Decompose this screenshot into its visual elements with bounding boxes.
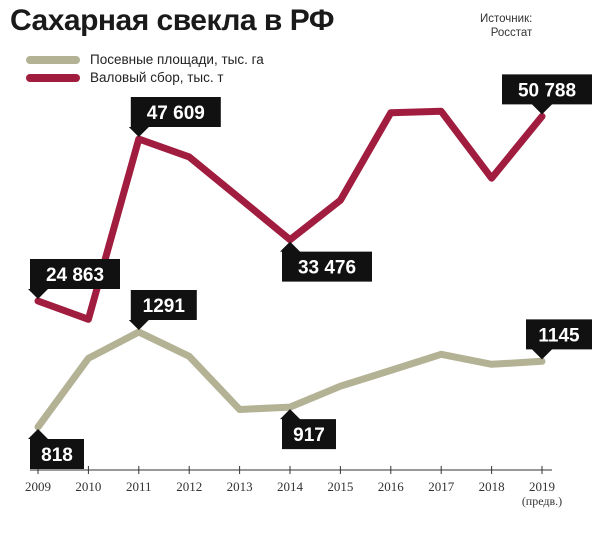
legend-swatch-harvest (26, 73, 80, 82)
callout-box (128, 97, 221, 137)
data-label-callout: 1291 (128, 290, 197, 330)
data-label: 50 788 (518, 80, 576, 101)
x-tick-label-2009: 2009 (25, 479, 51, 494)
legend-item-harvest: Валовый сбор, тыс. т (26, 70, 224, 85)
series-line-area (34, 328, 546, 431)
x-tick-label-2013: 2013 (227, 479, 253, 494)
x-tick-label-2010: 2010 (75, 479, 101, 494)
callout-box (502, 74, 592, 115)
data-label-callout: 50 788 (502, 74, 592, 115)
callout-box (28, 259, 120, 299)
source-note: Источник: Росстат (480, 12, 532, 40)
series-line-harvest (34, 107, 546, 323)
x-tick-label-2012: 2012 (176, 479, 202, 494)
callout-box (280, 409, 336, 450)
callout-box (526, 319, 592, 360)
data-label: 917 (293, 425, 325, 446)
data-label-callout: 917 (280, 409, 336, 450)
legend-label-area: Посевные площади, тыс. га (90, 52, 264, 67)
chart-title: Сахарная свекла в РФ (10, 4, 334, 37)
data-label: 47 609 (147, 103, 205, 124)
source-label: Источник: (480, 13, 533, 25)
callout-box (28, 429, 84, 469)
legend-item-area: Посевные площади, тыс. га (26, 52, 264, 67)
x-tick-label-2016: 2016 (378, 479, 405, 494)
x-tick-label-2014: 2014 (277, 479, 304, 494)
legend-label-harvest: Валовый сбор, тыс. т (90, 70, 224, 85)
x-tick-label-2018: 2018 (479, 479, 505, 494)
x-tick-note: (предв.) (522, 494, 562, 508)
callout-box (280, 241, 372, 282)
x-tick-label-2015: 2015 (327, 479, 353, 494)
data-label: 818 (41, 445, 73, 466)
data-label-callout: 47 609 (128, 97, 221, 137)
data-label-callout: 33 476 (280, 241, 372, 282)
data-label: 1145 (538, 325, 580, 346)
data-label-callout: 1145 (526, 319, 592, 360)
data-label: 24 863 (46, 265, 104, 286)
callout-box (128, 290, 197, 330)
x-tick-label-2017: 2017 (428, 479, 455, 494)
data-label-callout: 818 (28, 429, 84, 469)
source-name: Росстат (490, 27, 533, 39)
legend-swatch-area (26, 55, 80, 64)
data-label: 1291 (143, 296, 186, 317)
data-label: 33 476 (298, 258, 356, 279)
data-label-callout: 24 863 (28, 259, 120, 299)
x-tick-label-2019: 2019 (529, 479, 555, 494)
x-tick-label-2011: 2011 (126, 479, 152, 494)
